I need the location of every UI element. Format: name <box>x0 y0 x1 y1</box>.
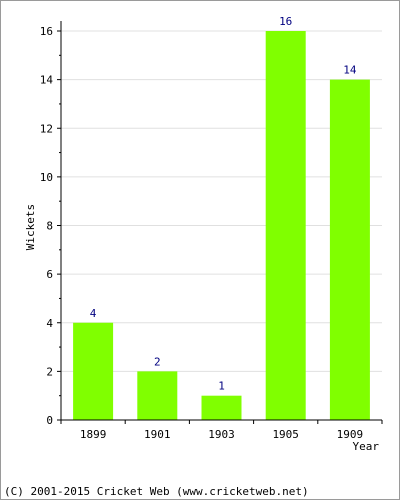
y-tick-label: 12 <box>40 122 53 135</box>
y-tick-label: 6 <box>46 268 53 281</box>
data-label-1901: 2 <box>154 355 161 368</box>
y-axis-ticks: 0 2 4 6 8 10 12 14 16 <box>40 25 61 427</box>
x-tick-label-1909: 1909 <box>337 428 364 441</box>
y-tick-label: 10 <box>40 171 53 184</box>
bar-1903 <box>201 395 242 420</box>
bar-1905 <box>265 31 306 420</box>
data-labels: 4 2 1 16 14 <box>90 15 357 393</box>
data-label-1903: 1 <box>218 380 225 393</box>
y-tick-label: 0 <box>46 414 53 427</box>
copyright-text: (C) 2001-2015 Cricket Web (www.cricketwe… <box>4 485 309 498</box>
x-tick-label-1905: 1905 <box>272 428 299 441</box>
axes <box>60 21 382 421</box>
bar-1901 <box>137 371 178 420</box>
x-tick-label-1899: 1899 <box>80 428 107 441</box>
x-tick-label-1903: 1903 <box>208 428 235 441</box>
y-tick-label: 14 <box>40 74 54 87</box>
y-tick-label: 4 <box>46 317 53 330</box>
y-tick-label: 16 <box>40 25 53 38</box>
data-label-1905: 16 <box>279 15 292 28</box>
x-axis-title: Year <box>353 440 380 453</box>
bar-1909 <box>329 79 370 420</box>
x-axis-ticks: 1899 1901 1903 1905 1909 <box>60 420 383 441</box>
gridlines <box>61 30 382 372</box>
data-label-1899: 4 <box>90 307 97 320</box>
x-tick-label-1901: 1901 <box>144 428 171 441</box>
bars <box>73 31 370 420</box>
y-tick-label: 2 <box>46 365 53 378</box>
y-tick-label: 8 <box>46 220 53 233</box>
bar-1899 <box>73 322 114 420</box>
data-label-1909: 14 <box>343 64 357 77</box>
y-axis-title: Wickets <box>24 204 37 250</box>
